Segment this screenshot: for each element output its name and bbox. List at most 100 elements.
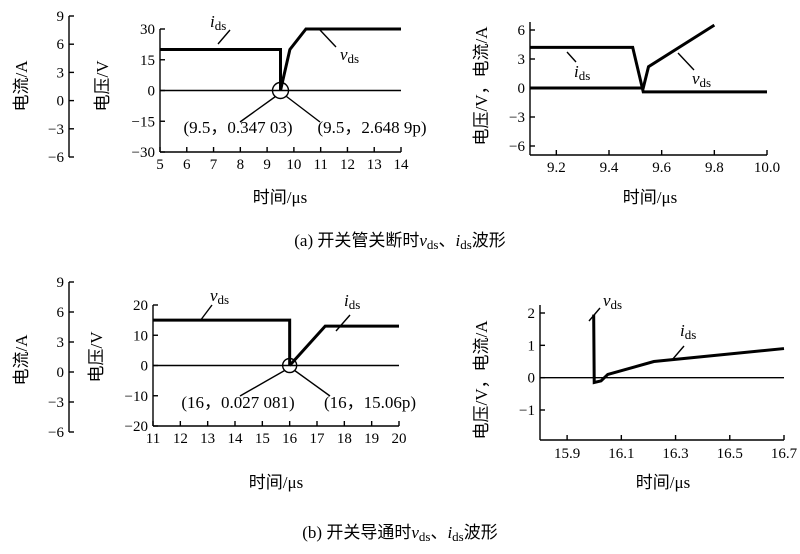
b-right-series-v	[592, 314, 785, 385]
a-right-x-tick-label: 9.4	[600, 160, 619, 176]
b-left-current-tick-label: −3	[48, 395, 64, 411]
a-right-series-v	[530, 23, 716, 90]
b-right-y-tick-label: −1	[519, 403, 535, 419]
a-left-current-label: 电流/A	[12, 60, 31, 112]
b-left-x-tick-label: 20	[392, 431, 407, 447]
b-left-x-tick-label: 16	[282, 431, 298, 447]
b-left-x-tick-label: 13	[200, 431, 215, 447]
b-right-ids-label: ids	[680, 321, 696, 342]
b-right-vds-leader	[588, 307, 601, 322]
b-left-voltage-tick-label: −10	[125, 389, 148, 405]
b-left-current-label: 电流/A	[12, 334, 31, 386]
b-left-current-tick-label: 3	[57, 335, 65, 351]
a-left-leader-2	[286, 95, 321, 123]
a-left-voltage-tick-label: 15	[140, 53, 155, 69]
a-right-y-tick-label: 6	[518, 23, 526, 39]
b-right-x-tick-label: 16.5	[717, 446, 743, 462]
b-left-annotation-2: (16，15.06p)	[324, 393, 416, 412]
b-left-leader-2	[294, 369, 331, 397]
b-left-annotation-1: (16，0.027 081)	[181, 393, 294, 412]
a-left-ids-label: ids	[210, 12, 226, 33]
b-left-voltage-tick-label: −20	[125, 419, 148, 435]
a-left-crossing-circle	[271, 81, 290, 100]
a-left-current-tick-label: 0	[57, 94, 65, 110]
b-left-current-tick-label: 6	[57, 305, 65, 321]
b-right-y-tick-label: 0	[528, 371, 536, 387]
a-left-series-i	[160, 48, 282, 91]
a-right-x-tick-label: 9.2	[547, 160, 566, 176]
a-left-vds-label: vds	[340, 45, 359, 66]
a-right-x-label: 时间/μs	[623, 188, 677, 207]
a-right-y-label: 电压/V，电流/A	[472, 26, 491, 146]
a-right-ids-label: ids	[574, 62, 590, 83]
a-left-vds-leader	[319, 29, 337, 48]
b-right-y-tick-label: 2	[528, 306, 536, 322]
a-left-voltage-tick-label: −30	[132, 145, 155, 161]
a-right-ids-leader	[566, 51, 577, 63]
a-left-x-tick-label: 6	[183, 157, 191, 173]
a-left-current-tick-label: 6	[57, 37, 65, 53]
b-left-crossing-circle	[281, 357, 298, 374]
b-left-voltage-label: 电压/V	[87, 331, 106, 383]
a-left-current-tick-label: 9	[57, 9, 65, 25]
b-left-current-tick-label: 9	[57, 275, 65, 291]
b-left-vds-leader	[199, 304, 213, 322]
b-left-ids-leader	[335, 314, 351, 332]
a-left-current-tick-label: −6	[48, 150, 64, 166]
b-left-voltage-tick-label: 20	[133, 298, 148, 314]
b-left-x-tick-label: 17	[310, 431, 326, 447]
b-left-x-tick-label: 19	[364, 431, 379, 447]
a-left-current-tick-label: −3	[48, 122, 64, 138]
caption-b: (b) 开关导通时vds、ids波形	[302, 523, 497, 544]
b-right-x-label: 时间/μs	[636, 473, 690, 492]
caption-a: (a) 开关管关断时vds、ids波形	[294, 231, 506, 252]
b-left-voltage-tick-label: 10	[133, 328, 148, 344]
a-right-y-tick-label: 3	[518, 52, 526, 68]
a-left-x-tick-label: 8	[237, 157, 245, 173]
b-left-current-tick-label: −6	[48, 425, 64, 441]
a-right-vds-label: vds	[692, 69, 711, 90]
b-left-x-tick-label: 11	[146, 431, 160, 447]
b-left-current-tick-label: 0	[57, 365, 65, 381]
a-left-current-tick-label: 3	[57, 65, 65, 81]
a-left-voltage-tick-label: 0	[148, 84, 156, 100]
a-left-x-tick-label: 5	[156, 157, 164, 173]
b-right-y-label: 电压/V，电流/A	[472, 320, 491, 440]
a-left-leader-1	[239, 95, 276, 123]
b-left-ids-label: ids	[344, 291, 360, 312]
b-left-voltage-tick-label: 0	[141, 359, 149, 375]
b-right-x-tick-label: 15.9	[554, 446, 580, 462]
a-left-voltage-label: 电压/V	[93, 60, 112, 112]
a-left-annotation-2: (9.5，2.648 9p)	[317, 118, 426, 137]
b-left-x-label: 时间/μs	[249, 473, 303, 492]
b-left-x-tick-label: 14	[228, 431, 244, 447]
b-right-ids-leader	[671, 345, 685, 361]
a-left-ids-leader	[217, 29, 231, 45]
b-left-series-i	[288, 324, 399, 367]
a-left-voltage-tick-label: 30	[140, 22, 155, 38]
b-right-y-tick-label: 1	[528, 338, 536, 354]
b-left-x-tick-label: 15	[255, 431, 270, 447]
b-left-x-tick-label: 12	[173, 431, 188, 447]
a-right-x-tick-label: 10.0	[754, 160, 780, 176]
a-left-x-label: 时间/μs	[253, 188, 307, 207]
a-right-y-tick-label: −6	[509, 139, 525, 155]
b-right-x-tick-label: 16.1	[608, 446, 634, 462]
a-left-series-v	[279, 27, 401, 91]
a-right-series-i	[530, 45, 767, 94]
b-left-series-v	[153, 318, 292, 366]
a-left-x-tick-label: 9	[263, 157, 271, 173]
b-left-leader-1	[239, 369, 286, 397]
b-right-x-tick-label: 16.3	[662, 446, 688, 462]
a-right-y-tick-label: 0	[518, 81, 526, 97]
a-left-x-tick-label: 7	[210, 157, 218, 173]
b-left-x-tick-label: 18	[337, 431, 352, 447]
a-left-x-tick-label: 13	[367, 157, 382, 173]
a-right-vds-leader	[677, 52, 695, 71]
a-left-annotation-1: (9.5，0.347 03)	[183, 118, 292, 137]
b-left-vds-label: vds	[210, 286, 229, 307]
a-left-x-tick-label: 10	[286, 157, 301, 173]
a-left-x-tick-label: 14	[394, 157, 410, 173]
a-right-x-tick-label: 9.8	[705, 160, 724, 176]
